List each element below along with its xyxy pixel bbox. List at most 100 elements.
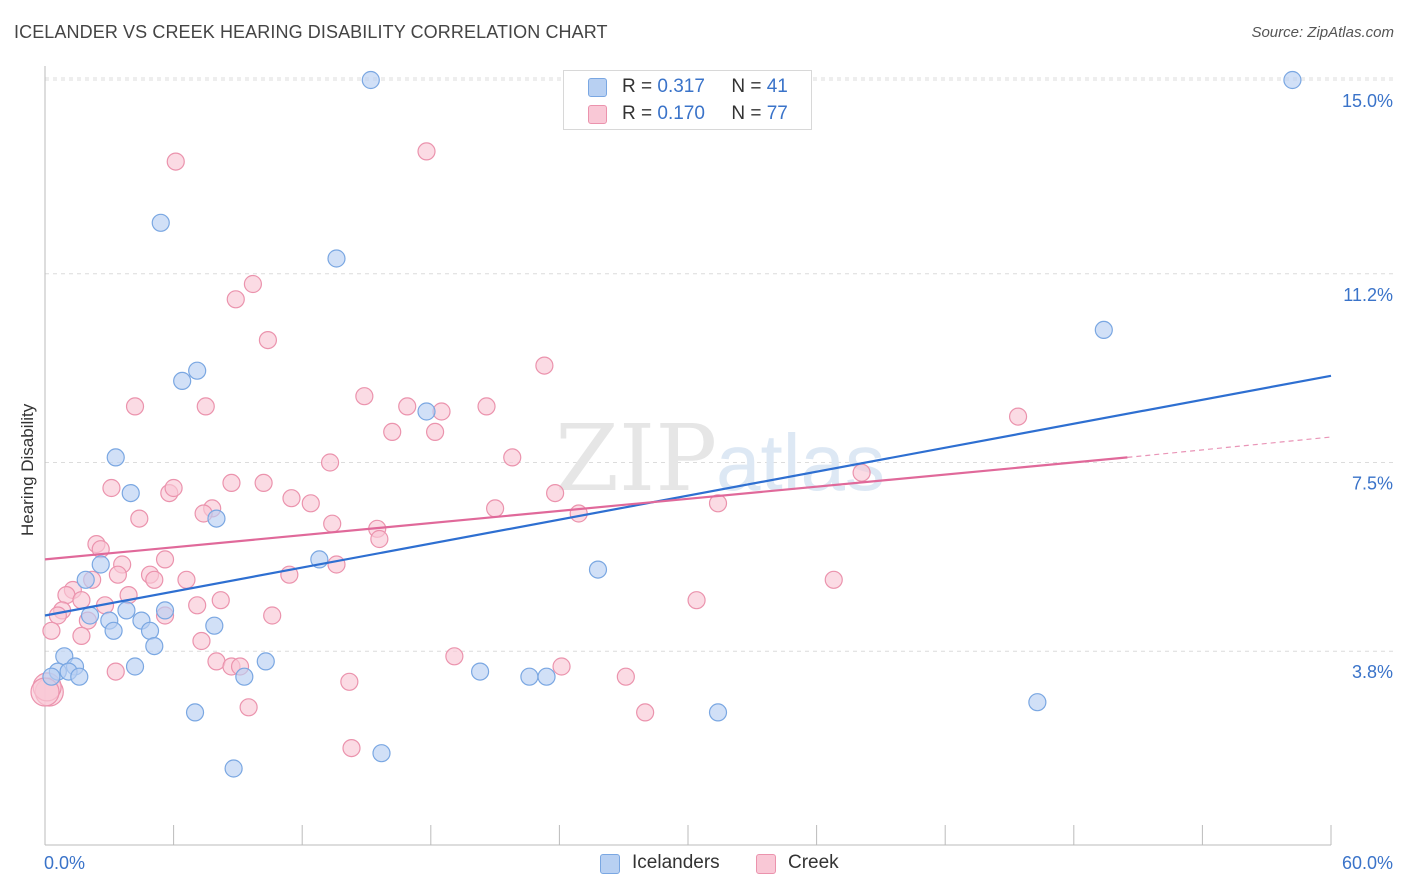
creek-swatch xyxy=(588,105,607,124)
icelanders-point xyxy=(235,667,254,686)
r-value: 0.317 xyxy=(657,76,705,97)
icelanders-point xyxy=(70,667,89,686)
icelanders-point xyxy=(520,667,539,686)
creek-point xyxy=(687,591,706,610)
creek-point xyxy=(222,473,241,492)
creek-point xyxy=(188,596,207,615)
icelanders-point xyxy=(185,703,205,722)
creek-legend-swatch xyxy=(756,854,776,874)
icelanders-point xyxy=(155,601,175,620)
creek-point xyxy=(72,591,91,610)
watermark: ZIP atlas xyxy=(555,405,885,512)
creek-point xyxy=(477,397,496,416)
icelanders-point xyxy=(224,759,243,778)
creek-trend-line xyxy=(44,456,1128,561)
creek-point xyxy=(636,703,655,722)
source-credit: Source: ZipAtlas.com xyxy=(1251,24,1394,41)
creek-point xyxy=(417,142,436,161)
axes xyxy=(44,66,1332,846)
chart-title: ICELANDER VS CREEK HEARING DISABILITY CO… xyxy=(14,22,608,42)
creek-point xyxy=(342,738,361,758)
icelanders-point xyxy=(205,616,224,635)
creek-point xyxy=(125,397,145,416)
n-value: 41 xyxy=(766,76,788,97)
icelanders-point xyxy=(173,371,192,390)
creek-point xyxy=(130,509,149,528)
creek-point xyxy=(535,356,554,375)
creek-point xyxy=(340,672,359,691)
n-value: 77 xyxy=(766,103,788,124)
icelanders-point xyxy=(1028,693,1047,712)
icelanders-point xyxy=(361,70,380,90)
creek-point xyxy=(355,387,374,406)
creek-legend-label: Creek xyxy=(788,852,839,873)
creek-point xyxy=(108,565,127,584)
icelanders-point xyxy=(708,703,728,722)
icelanders-legend-label: Icelanders xyxy=(632,852,720,873)
creek-point xyxy=(166,152,185,171)
creek-point xyxy=(852,463,871,482)
creek-point xyxy=(445,647,464,666)
creek-point xyxy=(226,290,245,309)
creek-point xyxy=(1008,407,1028,426)
creek-point xyxy=(398,397,417,416)
y-tick-label: 7.5% xyxy=(1352,474,1393,494)
creek-point xyxy=(370,529,389,549)
creek-point xyxy=(323,514,342,533)
icelanders-point xyxy=(470,662,490,681)
creek-point xyxy=(486,499,505,518)
watermark-zip: ZIP xyxy=(555,405,717,512)
icelanders-point xyxy=(76,570,95,589)
x-tick-label: 60.0% xyxy=(1342,853,1393,873)
y-tick-label: 15.0% xyxy=(1342,91,1393,111)
creek-point xyxy=(72,626,91,646)
icelanders-point xyxy=(207,509,226,528)
creek-point xyxy=(239,698,258,717)
creek-point xyxy=(503,448,522,467)
icelanders-point xyxy=(588,560,608,579)
creek-point xyxy=(106,662,125,681)
creek-point xyxy=(824,570,843,589)
watermark-atlas: atlas xyxy=(716,418,885,507)
creek-point xyxy=(301,494,320,513)
icelanders-point xyxy=(372,744,391,763)
y-tick-label: 3.8% xyxy=(1352,662,1393,682)
icelanders-point xyxy=(1283,70,1302,90)
creek-trend-extension xyxy=(1127,436,1332,458)
y-tick-label: 11.2% xyxy=(1343,285,1393,305)
n-label: N = xyxy=(731,103,762,124)
creek-point xyxy=(552,657,571,676)
icelanders-point xyxy=(121,484,140,503)
r-label: R = xyxy=(622,103,653,124)
icelanders-point xyxy=(104,621,123,640)
icelanders-swatch xyxy=(588,78,607,97)
icelanders-points xyxy=(42,70,1302,778)
icelanders-point xyxy=(537,667,556,686)
creek-point xyxy=(164,478,183,498)
creek-point xyxy=(243,274,263,294)
creek-point xyxy=(383,422,402,441)
creek-point xyxy=(708,494,728,513)
icelanders-legend-swatch xyxy=(600,854,620,874)
creek-point xyxy=(102,478,121,498)
creek-point xyxy=(425,422,445,441)
icelanders-point xyxy=(42,667,61,686)
icelanders-point xyxy=(117,601,136,620)
creek-point xyxy=(155,550,175,569)
icelanders-point xyxy=(145,636,164,656)
x-tick-label: 0.0% xyxy=(44,853,85,873)
icelanders-point xyxy=(125,657,145,676)
icelanders-point xyxy=(140,621,160,640)
creek-point xyxy=(192,631,211,651)
creek-point xyxy=(282,489,301,508)
creek-point xyxy=(196,397,215,416)
creek-point xyxy=(320,453,340,472)
creek-point xyxy=(177,570,196,589)
icelanders-point xyxy=(188,361,207,380)
icelanders-point xyxy=(151,213,170,232)
creek-point xyxy=(42,621,61,640)
creek-point xyxy=(145,570,164,589)
creek-point xyxy=(211,591,230,610)
icelanders-trend-line xyxy=(44,374,1332,617)
